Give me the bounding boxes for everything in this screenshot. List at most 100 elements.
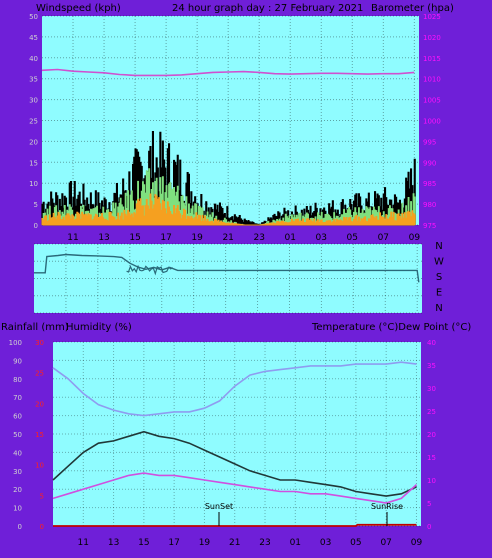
temp-ticks: 0102030405060708090100051015202530051015… <box>9 339 436 548</box>
humidity-tick-left: 100 <box>9 339 22 347</box>
barometer-tick-right: 1000 <box>423 118 441 126</box>
humidity-tick-left: 60 <box>13 413 22 421</box>
temperature-tick-right: 20 <box>427 431 436 439</box>
wind-tick-left: 30 <box>29 97 38 105</box>
temperature-tick-right: 25 <box>427 408 436 416</box>
direction-plot-area <box>34 244 422 313</box>
humidity-tick-left: 70 <box>13 394 22 402</box>
rainfall-tick-left: 10 <box>35 462 44 470</box>
wind-x-tick: 09 <box>409 233 421 243</box>
wind-x-tick: 17 <box>160 233 171 243</box>
temperature-tick-right: 0 <box>427 523 431 531</box>
direction-label: E <box>436 288 442 299</box>
barometer-tick-right: 1005 <box>423 97 441 105</box>
humidity-tick-left: 40 <box>13 449 22 457</box>
barometer-tick-right: 990 <box>423 159 436 167</box>
rainfall-tick-left: 0 <box>40 523 44 531</box>
wind-x-tick: 03 <box>316 233 327 243</box>
wind-direction-variation <box>126 264 173 276</box>
barometer-tick-right: 975 <box>423 222 436 230</box>
humidity-tick-left: 90 <box>13 357 22 365</box>
wind-tick-left: 50 <box>29 13 38 21</box>
temperature-tick-right: 15 <box>427 454 436 462</box>
temp-x-tick: 23 <box>259 538 270 548</box>
barometer-tick-right: 1020 <box>423 34 441 42</box>
wind-tick-left: 5 <box>34 201 38 209</box>
temp-plot-area <box>53 342 421 526</box>
rainfall-tick-left: 30 <box>35 339 44 347</box>
direction-label: N <box>435 241 442 252</box>
wind-tick-left: 20 <box>29 138 38 146</box>
temp-x-tick: 15 <box>138 538 149 548</box>
temp-x-tick: 19 <box>199 538 211 548</box>
wind-x-tick: 13 <box>98 233 109 243</box>
temp-grid <box>53 341 421 527</box>
wind-tick-left: 25 <box>29 118 38 126</box>
rainfall-tick-left: 20 <box>35 400 44 408</box>
graph-title: 24 hour graph day : 27 February 2021 <box>172 3 363 14</box>
temp-x-tick: 05 <box>350 538 361 548</box>
wind-x-tick: 07 <box>378 233 389 243</box>
rainfall-tick-left: 25 <box>35 370 44 378</box>
wind-x-tick: 23 <box>253 233 264 243</box>
temperature-series <box>52 430 417 497</box>
wind-direction-series <box>34 253 420 283</box>
barometer-series <box>41 68 415 77</box>
wind-x-tick: 19 <box>191 233 203 243</box>
temp-x-tick: 11 <box>78 538 89 548</box>
wind-x-tick: 05 <box>347 233 358 243</box>
direction-label: N <box>435 303 442 314</box>
wind-ticks: 0510152025303540455097598098599099510001… <box>29 13 441 243</box>
temperature-tick-right: 35 <box>427 362 436 370</box>
wind-tick-left: 10 <box>29 180 38 188</box>
wind-tick-left: 35 <box>29 76 38 84</box>
wind-x-tick: 11 <box>67 233 78 243</box>
temp-x-tick: 07 <box>380 538 391 548</box>
temp-series: SunSet SunRise <box>52 361 418 527</box>
direction-label: S <box>436 272 442 283</box>
sunrise-label: SunRise <box>371 502 403 511</box>
barometer-tick-right: 980 <box>423 201 436 209</box>
humidity-tick-left: 20 <box>13 486 22 494</box>
wind-x-tick: 01 <box>285 233 296 243</box>
direction-label: W <box>434 257 444 268</box>
wind-tick-left: 40 <box>29 55 38 63</box>
humidity-tick-left: 50 <box>13 431 22 439</box>
humidity-tick-left: 80 <box>13 376 22 384</box>
temp-x-tick: 17 <box>168 538 179 548</box>
barometer-axis-title: Barometer (hpa) <box>371 3 454 14</box>
temp-x-tick: 13 <box>108 538 119 548</box>
wind-plot-area <box>42 16 419 225</box>
wind-average-series <box>41 193 416 226</box>
wind-x-tick: 21 <box>222 233 233 243</box>
direction-grid <box>34 243 422 314</box>
temp-x-tick: 03 <box>320 538 331 548</box>
barometer-tick-right: 1015 <box>423 55 441 63</box>
wind-x-tick: 15 <box>129 233 140 243</box>
temp-x-tick: 01 <box>290 538 301 548</box>
wind-tick-left: 45 <box>29 34 38 42</box>
humidity-tick-left: 0 <box>18 523 22 531</box>
barometer-tick-right: 1025 <box>423 13 441 21</box>
temperature-tick-right: 5 <box>427 500 431 508</box>
humidity-tick-left: 10 <box>13 505 22 513</box>
temp-x-tick: 09 <box>411 538 423 548</box>
temperature-tick-right: 40 <box>427 339 436 347</box>
humidity-axis-title: Humidity (%) <box>66 322 132 333</box>
humidity-series <box>52 361 417 417</box>
wind-axis-title: Windspeed (kph) <box>36 3 121 14</box>
wind-tick-left: 0 <box>34 222 38 230</box>
wind-tick-left: 15 <box>29 159 38 167</box>
temperature-tick-right: 10 <box>427 477 436 485</box>
temp-x-tick: 21 <box>229 538 240 548</box>
barometer-tick-right: 995 <box>423 138 436 146</box>
barometer-tick-right: 1010 <box>423 76 441 84</box>
rainfall-tick-left: 15 <box>35 431 44 439</box>
wind-series <box>41 68 416 226</box>
direction-series <box>34 253 420 283</box>
sunset-label: SunSet <box>205 502 233 511</box>
rainfall-tick-left: 5 <box>40 492 44 500</box>
